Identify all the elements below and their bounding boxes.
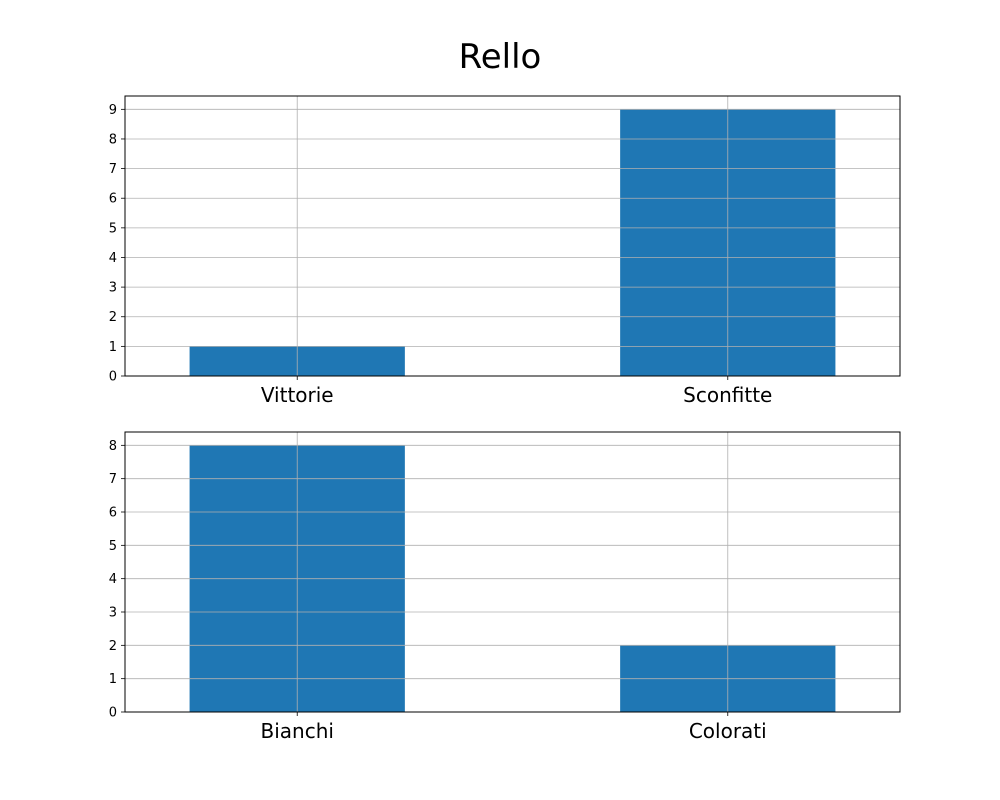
axes-frame bbox=[124, 431, 901, 713]
y-tick-label: 4 bbox=[109, 572, 117, 587]
chart-panel-bottom: 0 1 2 3 4 5 6 7 8 Bianchi Colorati bbox=[109, 431, 901, 743]
y-tick-label: 2 bbox=[109, 639, 117, 654]
y-tick-label: 3 bbox=[109, 606, 117, 621]
y-tick-label: 8 bbox=[109, 132, 117, 147]
category-label: Vittorie bbox=[261, 383, 334, 407]
category-label: Bianchi bbox=[261, 719, 334, 743]
y-tick-label: 9 bbox=[109, 103, 117, 118]
y-tick-label: 4 bbox=[109, 251, 117, 266]
y-tick-label: 8 bbox=[109, 439, 117, 454]
y-tick-label: 6 bbox=[109, 506, 117, 521]
y-tick-label: 5 bbox=[109, 221, 117, 236]
y-tick-label: 5 bbox=[109, 539, 117, 554]
y-tick-label: 2 bbox=[109, 310, 117, 325]
y-tick-label: 0 bbox=[109, 706, 117, 721]
chart-title: Rello bbox=[459, 37, 542, 77]
y-tick-label: 7 bbox=[109, 472, 117, 487]
chart-panel-top: 0 1 2 3 4 5 6 7 8 9 Vittorie Sconfitte bbox=[109, 95, 901, 407]
y-tick-label: 1 bbox=[109, 340, 117, 355]
y-tick-label: 7 bbox=[109, 162, 117, 177]
category-label: Sconfitte bbox=[683, 383, 772, 407]
axes-frame bbox=[124, 95, 901, 377]
category-label: Colorati bbox=[689, 719, 767, 743]
y-tick-label: 3 bbox=[109, 281, 117, 296]
y-tick-label: 0 bbox=[109, 370, 117, 385]
y-tick-label: 6 bbox=[109, 192, 117, 207]
y-tick-label: 1 bbox=[109, 672, 117, 687]
